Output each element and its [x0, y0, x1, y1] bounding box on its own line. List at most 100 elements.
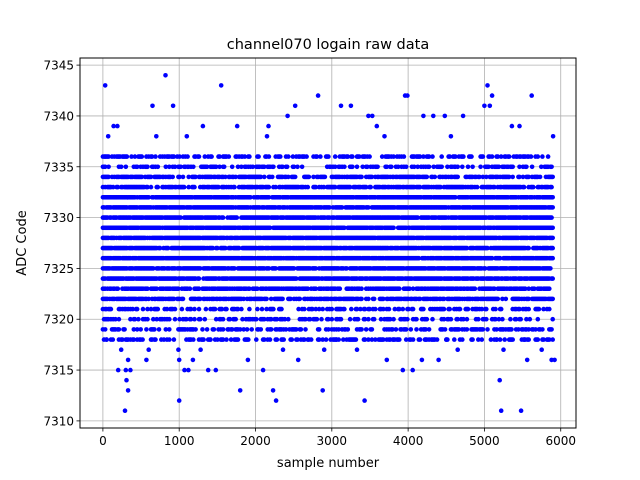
data-point — [164, 306, 170, 312]
data-point — [255, 306, 260, 312]
data-point — [191, 337, 196, 342]
data-point — [270, 174, 275, 180]
data-point — [414, 316, 419, 322]
data-point — [220, 337, 226, 342]
data-point — [397, 337, 402, 342]
data-point — [485, 327, 490, 332]
data-point — [266, 266, 272, 271]
data-point — [221, 164, 227, 170]
data-point — [506, 154, 512, 159]
data-point — [266, 154, 272, 159]
data-point — [274, 337, 280, 342]
data-point — [229, 327, 235, 332]
data-point — [163, 327, 169, 332]
data-point — [139, 174, 145, 180]
data-point — [430, 316, 435, 322]
data-point — [148, 306, 154, 312]
data-point — [495, 296, 501, 302]
data-point — [201, 337, 206, 342]
data-point — [248, 195, 253, 200]
data-point — [350, 164, 355, 170]
data-point — [359, 296, 364, 302]
data-point — [148, 184, 154, 190]
data-point — [375, 164, 380, 170]
data-point — [271, 306, 276, 312]
data-point — [493, 306, 498, 312]
data-point — [373, 306, 378, 312]
data-point — [129, 154, 134, 159]
data-point — [197, 316, 203, 322]
data-point — [480, 327, 486, 332]
data-point — [266, 184, 272, 190]
data-point — [480, 154, 486, 159]
data-point — [286, 316, 291, 322]
data-point — [239, 306, 244, 312]
data-point — [408, 327, 414, 332]
data-point — [134, 327, 140, 332]
data-point — [314, 316, 320, 322]
data-point — [217, 154, 222, 159]
data-point — [232, 266, 237, 271]
data-point — [371, 316, 377, 322]
data-point — [246, 337, 251, 342]
data-point — [186, 184, 191, 190]
data-point — [123, 164, 129, 170]
data-point — [247, 306, 252, 312]
data-point — [258, 174, 264, 180]
data-point — [316, 327, 322, 332]
data-point — [253, 316, 259, 322]
data-point — [329, 316, 335, 322]
data-point — [319, 316, 324, 322]
data-point — [366, 316, 371, 322]
data-point — [455, 164, 461, 170]
data-point — [131, 337, 137, 342]
data-point — [417, 337, 423, 342]
data-point — [455, 174, 461, 180]
data-point — [359, 174, 364, 180]
data-point — [268, 316, 274, 322]
data-point — [349, 306, 354, 312]
data-point — [235, 164, 241, 170]
data-point — [116, 327, 122, 332]
data-point — [131, 327, 137, 332]
data-point — [176, 286, 181, 292]
data-point — [279, 306, 284, 312]
data-point — [167, 337, 172, 342]
data-point — [286, 154, 291, 159]
data-point — [249, 327, 254, 332]
data-point — [146, 195, 151, 200]
data-point — [106, 164, 111, 170]
data-point — [386, 306, 392, 312]
data-point — [306, 174, 312, 180]
data-point — [106, 154, 111, 159]
data-point — [217, 164, 222, 170]
data-point — [167, 164, 172, 170]
data-point — [223, 245, 228, 251]
data-point — [196, 306, 202, 312]
data-point — [457, 306, 463, 312]
data-point — [167, 327, 172, 332]
data-point — [439, 164, 445, 170]
data-point — [223, 174, 228, 180]
data-point — [163, 164, 169, 170]
data-point — [284, 164, 290, 170]
data-point — [197, 296, 203, 302]
data-point — [241, 327, 246, 332]
data-point — [353, 337, 359, 342]
data-point — [171, 337, 177, 342]
data-point — [464, 327, 470, 332]
data-point — [154, 316, 159, 322]
data-point — [178, 215, 183, 220]
data-point — [502, 337, 508, 342]
data-point — [369, 327, 375, 332]
data-point — [432, 174, 438, 180]
data-point — [434, 337, 440, 342]
data-point — [526, 306, 531, 312]
data-point — [233, 316, 238, 322]
data-point — [484, 306, 489, 312]
data-point — [320, 306, 326, 312]
data-point — [106, 174, 111, 180]
data-point — [152, 327, 157, 332]
data-point — [170, 174, 175, 180]
